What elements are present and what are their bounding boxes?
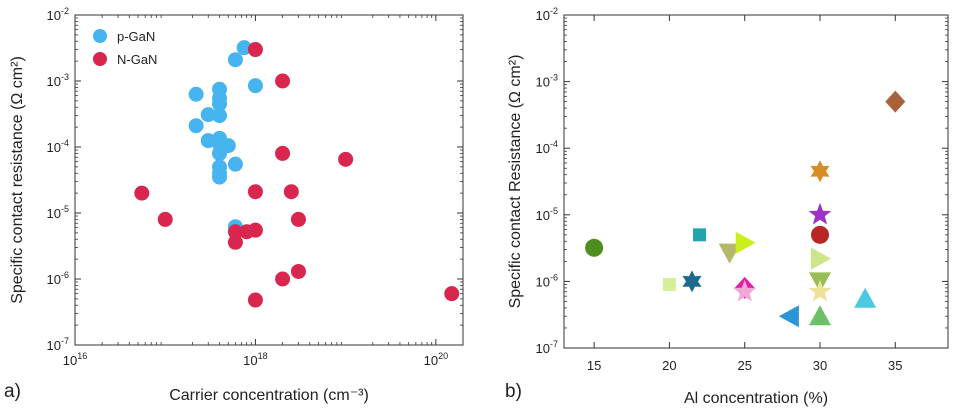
data-point-p-gan bbox=[212, 108, 228, 124]
y-tick-label: 10-5 bbox=[536, 206, 558, 223]
y-tick-label: 10-3 bbox=[536, 73, 558, 90]
y-tick-label: 10-4 bbox=[47, 138, 69, 155]
data-point-p-gan bbox=[200, 133, 216, 149]
y-tick-label: 10-7 bbox=[47, 336, 69, 353]
data-point-n-gan bbox=[247, 42, 263, 58]
x-tick-label: 1018 bbox=[243, 351, 267, 368]
y-tick-label: 10-7 bbox=[536, 339, 558, 356]
data-point-n-gan bbox=[247, 292, 263, 308]
panel-b-x-axis-label: Al concentration (%) bbox=[684, 390, 828, 407]
data-point-square bbox=[693, 228, 707, 242]
data-point-p-gan bbox=[188, 118, 204, 134]
y-tick-label: 10-6 bbox=[536, 272, 558, 289]
y-tick-label: 10-6 bbox=[47, 270, 69, 287]
data-point-n-gan bbox=[247, 222, 263, 238]
panel-b: 15 20 25 30 35 10-7 10-6 10-5 10-4 10-3 10-2 Al c… bbox=[505, 6, 949, 407]
panel-a-axes-frame bbox=[74, 14, 464, 346]
data-point-triangle-left bbox=[778, 305, 799, 328]
panel-b-x-ticks: 15 20 25 30 35 bbox=[587, 15, 903, 373]
panel-a-points bbox=[134, 40, 460, 308]
data-point-p-gan bbox=[227, 52, 243, 68]
data-point-n-gan bbox=[290, 211, 306, 227]
data-point-triangle-right bbox=[735, 231, 756, 254]
data-point-n-gan bbox=[338, 151, 354, 167]
panel-b-y-axis-label: Specific contact Resistance (Ω cm²) bbox=[507, 55, 524, 309]
data-point-star bbox=[733, 279, 757, 302]
data-point-triangle-up bbox=[854, 287, 877, 308]
data-point-n-gan bbox=[134, 185, 150, 201]
panel-a: 1016 1018 1020 10-7 10-6 10-5 10-4 10-3 10-2 p-… bbox=[4, 6, 464, 404]
legend-marker-p-gan bbox=[93, 29, 107, 43]
panel-a-x-axis-label: Carrier concentration (cm⁻³) bbox=[169, 387, 369, 404]
data-point-n-gan bbox=[227, 224, 243, 240]
data-point-p-gan bbox=[236, 40, 252, 56]
data-point-star bbox=[808, 279, 832, 302]
legend-label-p-gan: p-GaN bbox=[117, 29, 155, 44]
y-tick-label: 10-2 bbox=[536, 6, 558, 23]
panel-a-label: a) bbox=[4, 381, 21, 402]
data-point-p-gan bbox=[200, 107, 216, 123]
x-tick-label: 1016 bbox=[63, 351, 87, 368]
y-tick-label: 10-5 bbox=[47, 204, 69, 221]
data-point-n-gan bbox=[290, 263, 306, 279]
data-point-hexagram bbox=[810, 160, 830, 183]
data-point-triangle-up bbox=[809, 305, 831, 326]
data-point-n-gan bbox=[275, 271, 291, 287]
panel-b-y-ticks: 10-7 10-6 10-5 10-4 10-3 10-2 bbox=[536, 6, 948, 356]
x-tick-label: 1020 bbox=[424, 351, 448, 368]
data-point-circle bbox=[585, 238, 604, 257]
data-point-hexagram bbox=[682, 270, 702, 293]
data-point-n-gan bbox=[157, 211, 173, 227]
data-point-n-gan bbox=[247, 184, 263, 200]
x-tick-label: 25 bbox=[737, 358, 751, 373]
data-point-n-gan bbox=[275, 145, 291, 161]
data-point-triangle-down bbox=[718, 243, 741, 264]
data-point-n-gan bbox=[275, 73, 291, 89]
legend-label-n-gan: N-GaN bbox=[117, 52, 157, 67]
data-point-square bbox=[662, 277, 676, 291]
x-tick-label: 30 bbox=[813, 358, 827, 373]
y-tick-label: 10-4 bbox=[536, 139, 558, 156]
panel-b-label: b) bbox=[505, 381, 522, 402]
data-point-p-gan bbox=[188, 86, 204, 102]
y-tick-label: 10-2 bbox=[47, 6, 69, 23]
data-point-p-gan bbox=[220, 138, 236, 154]
data-point-p-gan bbox=[212, 169, 228, 185]
panel-a-x-ticks: 1016 1018 1020 bbox=[63, 15, 464, 368]
x-tick-label: 15 bbox=[587, 358, 601, 373]
y-tick-label: 10-3 bbox=[47, 72, 69, 89]
data-point-p-gan bbox=[212, 96, 228, 112]
panel-b-points bbox=[585, 90, 906, 328]
panel-a-legend: p-GaN N-GaN bbox=[93, 29, 157, 67]
data-point-n-gan bbox=[227, 234, 243, 250]
data-point-diamond bbox=[885, 90, 906, 113]
data-point-circle bbox=[811, 225, 829, 244]
data-point-n-gan bbox=[444, 286, 460, 302]
data-point-triangle-right bbox=[811, 247, 831, 270]
data-point-n-gan bbox=[283, 184, 299, 200]
x-tick-label: 20 bbox=[662, 358, 676, 373]
panel-a-y-axis-label: Specific contact resistance (Ω cm²) bbox=[9, 56, 26, 304]
legend-marker-n-gan bbox=[93, 52, 107, 66]
data-point-p-gan bbox=[227, 156, 243, 172]
x-tick-label: 35 bbox=[888, 358, 902, 373]
data-point-p-gan bbox=[247, 78, 263, 94]
panel-a-y-ticks: 10-7 10-6 10-5 10-4 10-3 10-2 bbox=[47, 6, 463, 353]
panel-b-axes-frame bbox=[563, 14, 949, 349]
data-point-star bbox=[808, 202, 832, 225]
